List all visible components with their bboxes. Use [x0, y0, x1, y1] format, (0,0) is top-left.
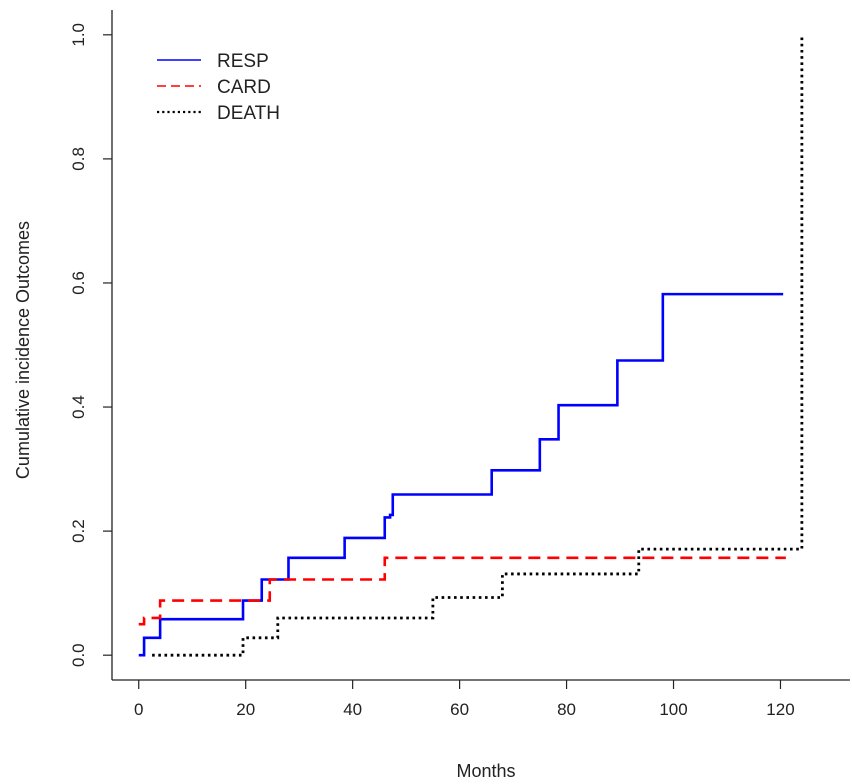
y-axis-title: Cumulative incidence Outcomes [13, 221, 33, 479]
series-layer [138, 34, 804, 657]
y-tick-label: 1.0 [69, 23, 88, 47]
legend-label-death: DEATH [217, 103, 280, 124]
x-axis: 0 20 40 60 80 100 120 [134, 680, 795, 719]
series-line-death [152, 34, 804, 657]
x-tick-label: 120 [766, 700, 794, 719]
y-tick-label: 0.4 [69, 395, 88, 419]
y-tick-label: 0.8 [69, 147, 88, 171]
x-axis-title: Months [456, 761, 515, 781]
y-axis: 0.0 0.2 0.4 0.6 0.8 1.0 [69, 23, 112, 667]
legend: RESP CARD DEATH [157, 51, 280, 124]
y-tick-label: 0.6 [69, 271, 88, 295]
x-tick-label: 0 [134, 700, 143, 719]
series-line-resp [138, 292, 784, 657]
plot-area [111, 10, 850, 681]
y-tick-label: 0.0 [69, 643, 88, 667]
x-tick-label: 60 [450, 700, 469, 719]
legend-label-resp: RESP [217, 51, 269, 72]
x-tick-label: 80 [557, 700, 576, 719]
y-tick-label: 0.2 [69, 519, 88, 543]
legend-label-card: CARD [217, 77, 271, 98]
x-tick-label: 20 [236, 700, 255, 719]
x-tick-label: 40 [343, 700, 362, 719]
x-tick-label: 100 [659, 700, 687, 719]
series-line-card [138, 556, 786, 626]
